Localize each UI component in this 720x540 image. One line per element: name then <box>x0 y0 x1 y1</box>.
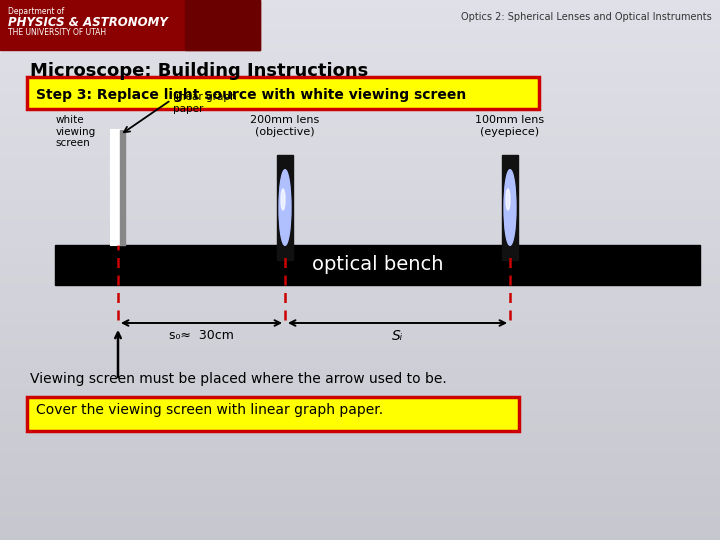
Text: white
viewing
screen: white viewing screen <box>55 115 96 148</box>
Bar <box>55 245 700 285</box>
Text: Viewing screen must be placed where the arrow used to be.: Viewing screen must be placed where the … <box>30 372 446 386</box>
Bar <box>111 130 125 245</box>
Ellipse shape <box>506 189 510 210</box>
Text: Sᵢ: Sᵢ <box>392 329 403 343</box>
Text: linear graph
paper: linear graph paper <box>173 92 237 113</box>
Text: optical bench: optical bench <box>312 255 444 274</box>
Ellipse shape <box>279 170 291 245</box>
FancyBboxPatch shape <box>27 397 519 431</box>
Text: Cover the viewing screen with linear graph paper.: Cover the viewing screen with linear gra… <box>36 403 383 417</box>
Bar <box>277 155 293 260</box>
Text: 100mm lens
(eyepiece): 100mm lens (eyepiece) <box>475 116 544 137</box>
Bar <box>185 0 260 50</box>
Text: Step 3: Replace light source with white viewing screen: Step 3: Replace light source with white … <box>36 88 467 102</box>
Text: THE UNIVERSITY OF UTAH: THE UNIVERSITY OF UTAH <box>8 28 106 37</box>
Bar <box>120 130 125 245</box>
FancyBboxPatch shape <box>27 77 539 109</box>
Text: Optics 2: Spherical Lenses and Optical Instruments: Optics 2: Spherical Lenses and Optical I… <box>462 12 712 22</box>
Text: PHYSICS & ASTRONOMY: PHYSICS & ASTRONOMY <box>8 16 168 29</box>
Ellipse shape <box>504 170 516 245</box>
Text: s₀≈  30cm: s₀≈ 30cm <box>169 329 234 342</box>
Ellipse shape <box>281 189 285 210</box>
Bar <box>502 155 518 260</box>
Text: 200mm lens
(objective): 200mm lens (objective) <box>251 116 320 137</box>
Text: Microscope: Building Instructions: Microscope: Building Instructions <box>30 62 368 80</box>
Bar <box>0 0 260 50</box>
Text: Department of: Department of <box>8 7 64 16</box>
